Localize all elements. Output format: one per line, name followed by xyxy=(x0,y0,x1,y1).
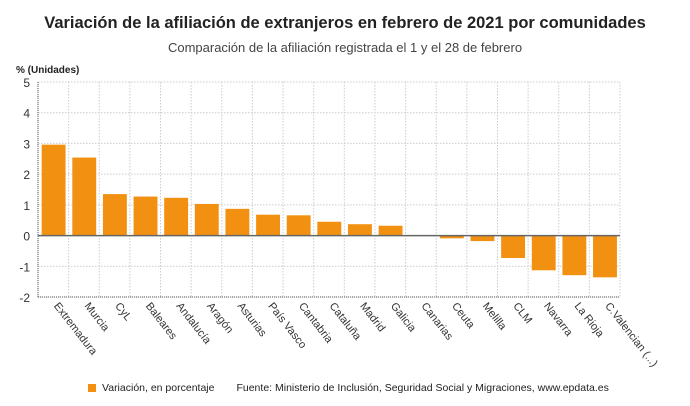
legend: Variación, en porcentaje Fuente: Ministe… xyxy=(88,382,609,394)
chart-subtitle: Comparación de la afiliación registrada … xyxy=(167,40,523,55)
bar-La Rioja xyxy=(562,235,587,276)
bar-Ceuta xyxy=(439,235,464,239)
x-tick-label: Asturias xyxy=(235,300,269,339)
bar-Asturias xyxy=(225,208,250,236)
x-tick-label: Galicia xyxy=(388,300,419,335)
x-tick-label: CLM xyxy=(510,300,534,326)
bar-C.Valencian (...) xyxy=(593,235,617,278)
bar-Andalucía xyxy=(164,197,189,236)
bar-Madrid xyxy=(347,224,372,236)
bar-chart: % (Unidades) 543210-1-2ExtremaduraMurcia… xyxy=(16,65,660,369)
x-tick-label: CyL xyxy=(112,300,134,323)
y-axis-label: % (Unidades) xyxy=(16,65,79,76)
source-note: Fuente: Ministerio de Inclusión, Segurid… xyxy=(236,382,609,394)
x-tick-label: C.Valencian (...) xyxy=(602,300,660,369)
y-tick-label: 0 xyxy=(23,230,30,244)
x-tick-label: Aragón xyxy=(204,300,235,335)
legend-swatch xyxy=(88,384,96,392)
x-tick-label: Navarra xyxy=(541,300,575,339)
bar-Aragón xyxy=(194,203,219,236)
bar-Extremadura xyxy=(41,144,66,236)
y-tick-label: -1 xyxy=(19,260,30,274)
legend-label: Variación, en porcentaje xyxy=(102,382,215,394)
bar-Navarra xyxy=(531,235,556,271)
bar-Galicia xyxy=(378,225,403,236)
x-tick-label: Melilla xyxy=(480,300,509,333)
bar-Murcia xyxy=(72,157,97,236)
bar-Melilla xyxy=(470,235,495,242)
chart-title: Variación de la afiliación de extranjero… xyxy=(44,14,646,32)
bar-Baleares xyxy=(133,196,158,236)
y-tick-label: 1 xyxy=(23,199,30,213)
y-tick-label: 3 xyxy=(23,137,30,151)
bar-Cantabria xyxy=(286,215,311,236)
y-tick-label: -2 xyxy=(19,291,30,305)
x-tick-label: Murcia xyxy=(82,300,112,334)
bar-Cataluña xyxy=(317,221,342,236)
bar-CLM xyxy=(501,235,526,258)
y-tick-label: 5 xyxy=(23,76,30,90)
x-tick-label: Madrid xyxy=(357,300,387,334)
y-tick-label: 4 xyxy=(23,107,30,121)
y-tick-label: 2 xyxy=(23,168,30,182)
x-tick-label: Ceuta xyxy=(449,300,477,331)
x-tick-label: La Rioja xyxy=(572,300,607,340)
bar-País Vasco xyxy=(256,214,280,236)
bar-CyL xyxy=(102,194,127,236)
